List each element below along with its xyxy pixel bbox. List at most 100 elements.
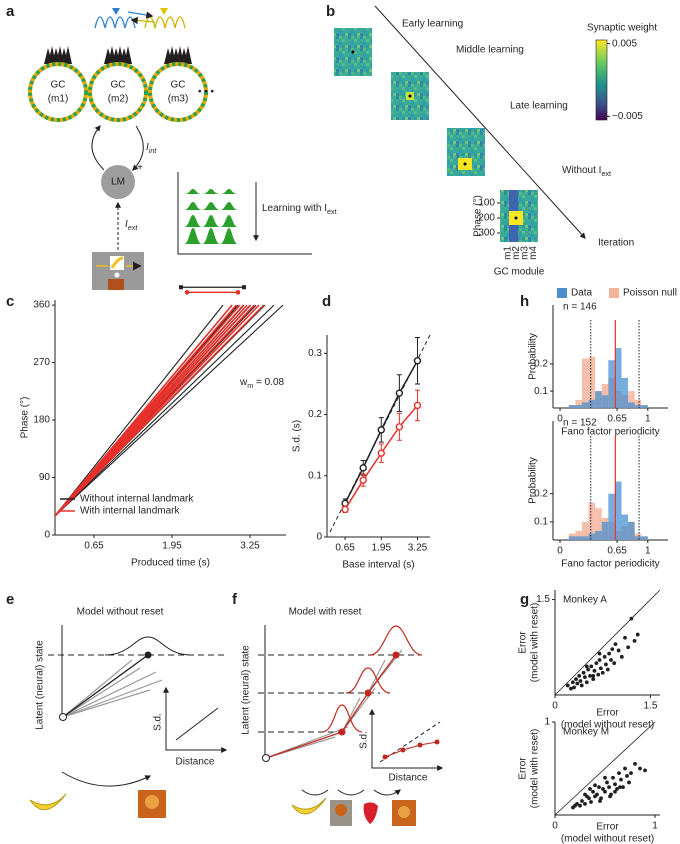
annotation: n = 152 [563, 418, 597, 429]
point [575, 681, 580, 686]
panel-title: Model without reset [77, 607, 164, 618]
annotation: n = 146 [563, 302, 597, 313]
panel-title: Model with reset [289, 607, 362, 618]
point [574, 677, 578, 681]
y-tick-label: 0.1 [308, 470, 322, 481]
x-axis-label: Error [596, 822, 619, 833]
stage-label: Without Iext [562, 165, 611, 179]
point [570, 680, 575, 685]
module-name: GC [111, 80, 126, 91]
axis-label: Distance [389, 773, 428, 784]
y-tick-label: 300 [478, 228, 495, 239]
y-tick-label: 0.2 [534, 488, 548, 499]
colorbar-tick-label: 0.005 [612, 38, 637, 49]
point [602, 654, 607, 659]
y-tick-label: 0.2 [534, 359, 548, 370]
point [605, 667, 610, 672]
hist-bar [608, 493, 615, 540]
lm-label: LM [111, 177, 125, 188]
point [596, 672, 601, 677]
point [619, 654, 624, 659]
x-tick-label: 0.65 [607, 546, 627, 557]
panel-letter: c [6, 293, 14, 310]
point [584, 664, 589, 669]
x-tick-label: 1.95 [372, 543, 392, 554]
point [617, 771, 621, 776]
point [601, 787, 605, 791]
axis-label: S.d. [153, 713, 164, 731]
plus-sign: + [137, 163, 143, 174]
point [638, 766, 642, 771]
panel-e-art [29, 625, 228, 818]
axis-label: Latent (neural) state [241, 645, 252, 735]
text-part: Learning with I [262, 203, 327, 214]
hist-bar [608, 360, 615, 408]
panel-letter: a [6, 3, 15, 20]
panel-letter: h [520, 293, 529, 310]
point [597, 785, 601, 789]
point [377, 449, 385, 457]
y-tick-label: 270 [33, 357, 50, 368]
point [579, 683, 584, 688]
point [604, 662, 608, 667]
panel-letter: d [322, 293, 331, 310]
annotation: Monkey M [563, 727, 609, 738]
hist-bar [581, 402, 589, 408]
colorbar-label: Synaptic weight [587, 23, 657, 34]
point [610, 647, 615, 652]
x-axis-label: Fano factor periodicity [561, 559, 659, 570]
y-tick-label: 0.1 [534, 517, 548, 528]
hist-bar [634, 405, 642, 408]
x-tick-label: 3.25 [240, 541, 260, 552]
hist-bar [595, 508, 602, 540]
x-axis-label: (model without reset) [561, 720, 654, 731]
x-axis-label: Base interval (s) [342, 560, 414, 571]
y-tick-label: 0 [44, 530, 50, 541]
hist-bar [634, 399, 642, 408]
text-part: Without I [562, 165, 601, 176]
colorbar-tick-label: −0.005 [612, 111, 643, 122]
y-tick-label: 360 [33, 300, 50, 311]
legend-label: Data [571, 288, 593, 299]
x-tick-label: 0.65 [335, 543, 355, 554]
range-end [235, 290, 241, 295]
hist-bar [614, 481, 622, 540]
module-tick-label: m1 [503, 246, 514, 260]
point [626, 645, 631, 650]
trial-line [54, 304, 275, 517]
point [600, 670, 605, 675]
point [623, 766, 627, 771]
y-axis-label: Error [518, 757, 529, 780]
module-label: (m3) [168, 94, 189, 105]
x-tick-label: 1 [645, 414, 651, 425]
axis-label: Latent (neural) state [35, 640, 46, 730]
x-axis-label: Produced time (s) [131, 558, 210, 569]
point [569, 686, 573, 691]
x-tick-label: 1.5 [644, 701, 658, 712]
panel-b-art [334, 5, 608, 242]
hist-bar [595, 391, 602, 408]
subscript: ext [128, 223, 139, 232]
point [592, 668, 597, 673]
axis-label: S.d. [359, 731, 370, 749]
point [629, 771, 633, 776]
hist-bar [601, 521, 609, 540]
y-tick-label: 0.3 [308, 348, 322, 359]
point [613, 789, 617, 794]
point [578, 803, 582, 808]
range-end [184, 290, 190, 295]
point [621, 785, 625, 789]
legend-swatch [557, 288, 567, 298]
y-tick-label: 100 [478, 198, 495, 209]
point [377, 426, 385, 434]
module-name: GC [51, 80, 66, 91]
point [643, 768, 647, 773]
y-tick-label: 90 [39, 472, 51, 483]
identity-line [554, 721, 656, 816]
x-tick-label: 1 [652, 821, 658, 832]
point [623, 635, 627, 640]
point [588, 787, 592, 791]
y-tick-label: 1 [544, 717, 550, 728]
point [611, 775, 615, 780]
